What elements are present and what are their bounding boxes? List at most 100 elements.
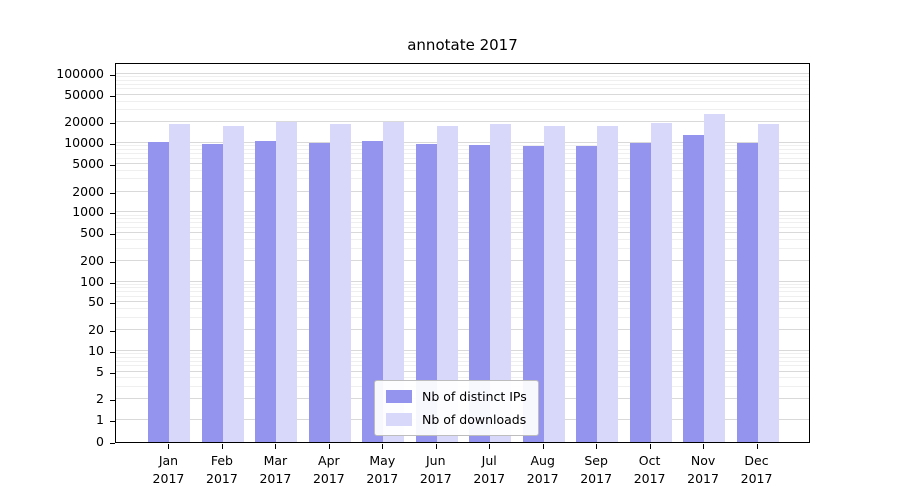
bar-downloads: [650, 123, 672, 442]
bar-distinct-ips: [576, 146, 598, 442]
legend-swatch-downloads: [386, 413, 412, 426]
gridline: [116, 169, 809, 171]
gridline: [116, 211, 809, 213]
gridline: [116, 295, 809, 297]
gridline: [116, 328, 809, 330]
gridline: [116, 145, 809, 147]
bar-downloads: [436, 125, 458, 442]
bar-distinct-ips: [362, 140, 384, 442]
y-tick-label: 1000: [72, 204, 104, 220]
y-tick-label: 2: [96, 391, 104, 407]
x-tick-label: Oct 2017: [633, 453, 666, 486]
bar-downloads: [597, 126, 619, 442]
y-tick-mark: [110, 421, 115, 422]
y-tick-mark: [110, 443, 115, 444]
y-tick-label: 500: [80, 225, 104, 241]
gridline: [116, 287, 809, 289]
y-tick-label: 20000: [64, 114, 104, 130]
legend-label-distinct-ips: Nb of distinct IPs: [422, 389, 527, 404]
gridline: [116, 178, 809, 180]
gridline: [116, 88, 809, 90]
bar-distinct-ips: [148, 141, 170, 442]
bar-downloads: [169, 123, 191, 442]
gridline: [116, 222, 809, 224]
gridline: [116, 79, 809, 81]
x-tick-mark: [703, 444, 705, 449]
y-tick-mark: [110, 351, 115, 353]
x-tick-mark: [756, 444, 758, 449]
y-tick-mark: [110, 213, 115, 215]
gridline: [116, 152, 809, 154]
y-tick-mark: [110, 282, 115, 284]
y-tick-label: 0: [96, 434, 104, 449]
legend-label-downloads: Nb of downloads: [422, 412, 527, 427]
x-tick-mark: [275, 444, 277, 449]
x-tick-label: Aug 2017: [526, 453, 559, 486]
y-tick-label: 10000: [64, 135, 104, 151]
bar-downloads: [222, 126, 244, 442]
y-tick-label: 20: [88, 321, 104, 337]
gridline: [116, 259, 809, 261]
gridline: [116, 163, 809, 165]
y-tick-label: 50000: [64, 86, 104, 102]
gridline: [116, 100, 809, 102]
gridline: [116, 247, 809, 249]
gridline: [116, 301, 809, 303]
gridline: [116, 218, 809, 220]
gridline: [116, 142, 809, 144]
x-tick-mark: [328, 444, 330, 449]
gridline: [116, 121, 809, 123]
bar-downloads: [490, 123, 512, 442]
gridline: [116, 73, 809, 74]
bar-distinct-ips: [201, 144, 223, 442]
legend-entry-downloads: Nb of downloads: [386, 412, 527, 427]
gridline: [116, 356, 809, 358]
bar-distinct-ips: [683, 135, 705, 442]
gridline: [116, 352, 809, 354]
x-tick-mark: [435, 444, 437, 449]
gridline: [116, 349, 809, 351]
bar-distinct-ips: [522, 146, 544, 442]
y-tick-mark: [110, 192, 115, 194]
bar-distinct-ips: [469, 145, 491, 442]
x-tick-mark: [382, 444, 384, 449]
gridline: [116, 190, 809, 192]
bar-distinct-ips: [255, 140, 277, 442]
y-tick-label: 1: [96, 412, 104, 427]
y-tick-mark: [110, 372, 115, 374]
x-tick-label: Feb 2017: [206, 453, 238, 486]
gridline: [116, 280, 809, 282]
y-tick-label: 10: [88, 342, 104, 358]
x-tick-label: Jan 2017: [152, 453, 185, 486]
y-tick-label: 200: [80, 252, 104, 268]
y-tick-mark: [110, 95, 115, 97]
gridline: [116, 377, 809, 379]
gridline: [116, 232, 809, 234]
bar-distinct-ips: [736, 143, 758, 442]
y-tick-mark: [110, 234, 115, 236]
bar-downloads: [704, 114, 726, 442]
gridline: [116, 226, 809, 228]
y-tick-mark: [110, 400, 115, 402]
bar-downloads: [276, 121, 298, 442]
x-tick-mark: [489, 444, 491, 449]
gridline: [116, 109, 809, 111]
y-tick-mark: [110, 144, 115, 146]
y-tick-mark: [110, 75, 115, 76]
x-tick-label: Apr 2017: [312, 453, 345, 486]
bar-distinct-ips: [415, 144, 437, 442]
y-tick-mark: [110, 261, 115, 263]
y-tick-mark: [110, 123, 115, 125]
gridline: [116, 308, 809, 310]
legend-swatch-distinct-ips: [386, 390, 412, 403]
y-tick-mark: [110, 165, 115, 167]
bar-downloads: [383, 121, 405, 442]
y-tick-mark: [110, 330, 115, 332]
legend: Nb of distinct IPs Nb of downloads: [374, 380, 539, 436]
gridline: [116, 365, 809, 367]
gridline: [116, 76, 809, 78]
gridline: [116, 283, 809, 285]
y-tick-label: 100: [80, 273, 104, 289]
gridline: [116, 214, 809, 216]
y-tick-label: 5000: [72, 156, 104, 172]
